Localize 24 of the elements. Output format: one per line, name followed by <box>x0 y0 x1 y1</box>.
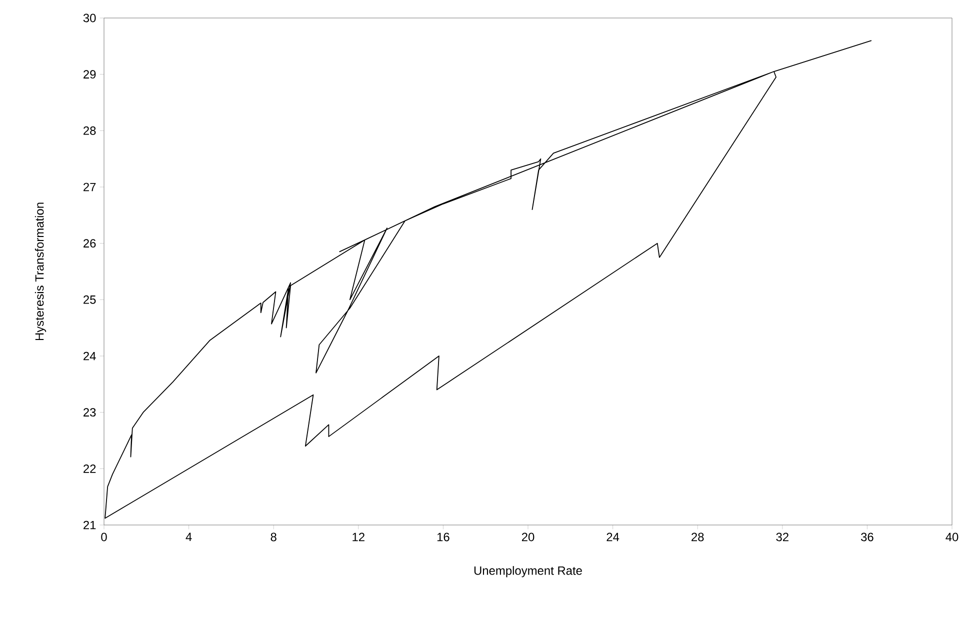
y-tick-label: 24 <box>84 352 96 360</box>
x-tick-label: 0 <box>101 532 107 542</box>
x-tick-label: 36 <box>861 532 874 542</box>
y-tick-label: 27 <box>84 182 96 192</box>
x-tick-label: 20 <box>522 532 534 542</box>
y-tick-label: 25 <box>84 295 96 304</box>
y-tick-label: 21 <box>84 520 96 530</box>
x-tick-label: 28 <box>692 532 704 542</box>
y-tick-label: 23 <box>84 408 96 417</box>
y-tick-label: 22 <box>84 464 96 473</box>
x-tick-label: 32 <box>776 532 788 542</box>
x-tick-label: 40 <box>946 532 958 542</box>
x-tick-label: 24 <box>606 532 620 542</box>
x-tick-label: 16 <box>437 532 450 542</box>
y-axis-title: Hysteresis Transformation <box>34 202 46 340</box>
y-tick-label: 29 <box>84 70 96 79</box>
y-tick-label: 30 <box>83 14 96 22</box>
x-tick-label: 4 <box>186 532 192 541</box>
x-axis-title: Unemployment Rate <box>474 566 582 578</box>
x-tick-label: 8 <box>270 532 276 542</box>
line-series <box>104 40 872 519</box>
x-tick-label: 12 <box>352 532 364 542</box>
y-tick-label: 26 <box>84 239 96 248</box>
y-tick-label: 28 <box>84 126 96 135</box>
